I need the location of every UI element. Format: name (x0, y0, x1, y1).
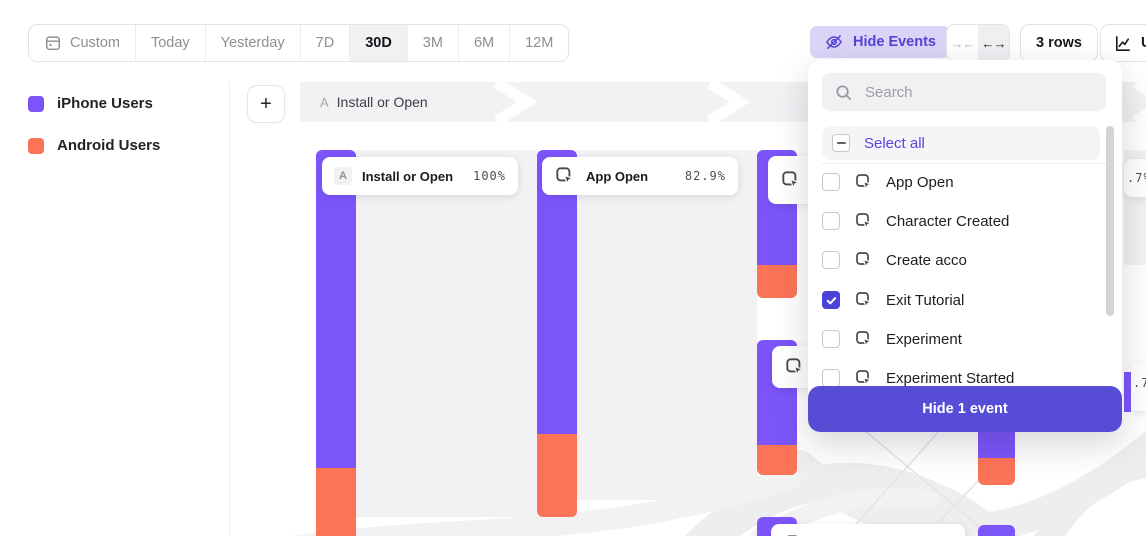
search-input[interactable] (863, 72, 1106, 112)
date-range-30d[interactable]: 30D (349, 25, 407, 61)
date-range-3m[interactable]: 3M (406, 25, 458, 61)
date-range-12m[interactable]: 12M (509, 25, 568, 61)
banner-step-a[interactable]: A Install or Open (320, 82, 428, 122)
eye-off-icon (826, 35, 842, 49)
date-range-today[interactable]: Today (134, 25, 205, 61)
check-icon (826, 296, 836, 304)
event-item-app-open[interactable]: App Open (822, 164, 1100, 200)
calendar-icon (45, 36, 61, 51)
step-badge: A (334, 167, 352, 185)
date-range-custom[interactable]: Custom (29, 25, 135, 61)
collapse-expand-control: →← ←→ (946, 24, 1010, 62)
date-range-yesterday[interactable]: Yesterday (204, 25, 300, 61)
step-conversion: 100% (473, 169, 506, 183)
search-icon (836, 84, 852, 100)
funnel-bar-row2-next[interactable] (978, 426, 1015, 485)
step-card-app-open[interactable]: App Open 82.9% (542, 157, 738, 195)
event-icon (556, 167, 574, 185)
step-name: App Open (586, 168, 649, 184)
event-checkbox[interactable] (822, 330, 840, 348)
event-checkbox[interactable] (822, 212, 840, 230)
legend-item-android-users[interactable]: Android Users (28, 137, 160, 154)
step-conversion-fragment: .7% (1133, 376, 1146, 390)
legend-label: iPhone Users (57, 95, 153, 112)
event-item-experiment[interactable]: Experiment (822, 321, 1100, 357)
rows-button[interactable]: 3 rows (1020, 24, 1098, 62)
event-icon (856, 331, 872, 347)
bar-segment-iphone (537, 150, 577, 434)
bar-segment-iphone (316, 150, 356, 468)
event-icon (856, 213, 872, 229)
event-search[interactable] (822, 72, 1106, 112)
event-item-character-created[interactable]: Character Created (822, 203, 1100, 239)
select-all-label: Select all (864, 134, 925, 152)
date-range-control: Custom Today Yesterday 7D 30D 3M 6M 12M (28, 24, 570, 62)
chart-type-button-partial[interactable]: U (1100, 24, 1146, 62)
event-checkbox-checked[interactable] (822, 291, 840, 309)
event-item-experiment-started[interactable]: Experiment Started (822, 360, 1100, 396)
minus-icon (836, 142, 846, 144)
legend-swatch-orange (28, 137, 44, 154)
event-checkbox[interactable] (822, 251, 840, 269)
line-chart-icon (1115, 35, 1130, 51)
step-name: Install or Open (362, 168, 454, 184)
bar-segment-android (757, 265, 797, 298)
funnel-bar-row3-next[interactable] (978, 525, 1015, 536)
event-icon (856, 292, 872, 308)
expand-arrows-icon[interactable]: ←→ (978, 25, 1009, 61)
panel-divider (229, 82, 230, 536)
bar-segment-android (316, 468, 356, 536)
event-icon (782, 171, 800, 189)
event-icon (856, 370, 872, 386)
event-checkbox[interactable] (822, 369, 840, 387)
event-item-exit-tutorial[interactable]: Exit Tutorial (822, 282, 1100, 318)
date-range-label: Custom (70, 35, 120, 51)
bar-segment-android (757, 445, 797, 475)
bar-segment-iphone (978, 525, 1015, 536)
step-card-fragment-row1 (1124, 159, 1146, 197)
event-item-create-acco[interactable]: Create acco (822, 242, 1100, 278)
date-range-7d[interactable]: 7D (299, 25, 350, 61)
step-conversion: 82.9% (684, 169, 726, 183)
legend-item-iphone-users[interactable]: iPhone Users (28, 95, 153, 112)
step-card-fragment-row2 (1128, 363, 1146, 411)
step-card-install-or-open[interactable]: A Install or Open 100% (322, 157, 518, 195)
funnel-bar-fragment (1124, 372, 1131, 412)
step-card-partial-row3[interactable] (771, 524, 965, 536)
hide-events-button[interactable]: Hide Events (810, 26, 950, 58)
step-prefix: A (320, 94, 329, 110)
bar-segment-android (537, 434, 577, 517)
date-range-6m[interactable]: 6M (457, 25, 509, 61)
event-icon (786, 358, 804, 376)
select-all-row[interactable]: Select all (822, 126, 1100, 160)
funnel-connector (356, 150, 537, 517)
dropdown-separator (822, 163, 1106, 164)
hide-events-dropdown: Select all App Open Character Created Cr… (808, 60, 1122, 432)
collapse-arrows-icon[interactable]: →← (950, 35, 976, 51)
event-icon (856, 252, 872, 268)
hide-events-label: Hide Events (853, 34, 936, 50)
event-checkbox[interactable] (822, 173, 840, 191)
bar-segment-android (978, 458, 1015, 485)
event-icon (856, 174, 872, 190)
step-label: Install or Open (336, 94, 428, 110)
funnel-bar-step2[interactable] (537, 150, 577, 517)
step-conversion-fragment: .7% (1127, 171, 1146, 185)
legend-swatch-purple (28, 95, 44, 112)
funnel-bar-step1[interactable] (316, 150, 356, 536)
legend-label: Android Users (57, 137, 161, 154)
hide-event-action-button[interactable]: Hide 1 event (808, 386, 1122, 432)
add-step-button[interactable]: + (247, 85, 285, 123)
dropdown-scrollbar[interactable] (1106, 126, 1114, 316)
select-all-checkbox[interactable] (832, 134, 850, 152)
funnel-connector (577, 150, 757, 500)
